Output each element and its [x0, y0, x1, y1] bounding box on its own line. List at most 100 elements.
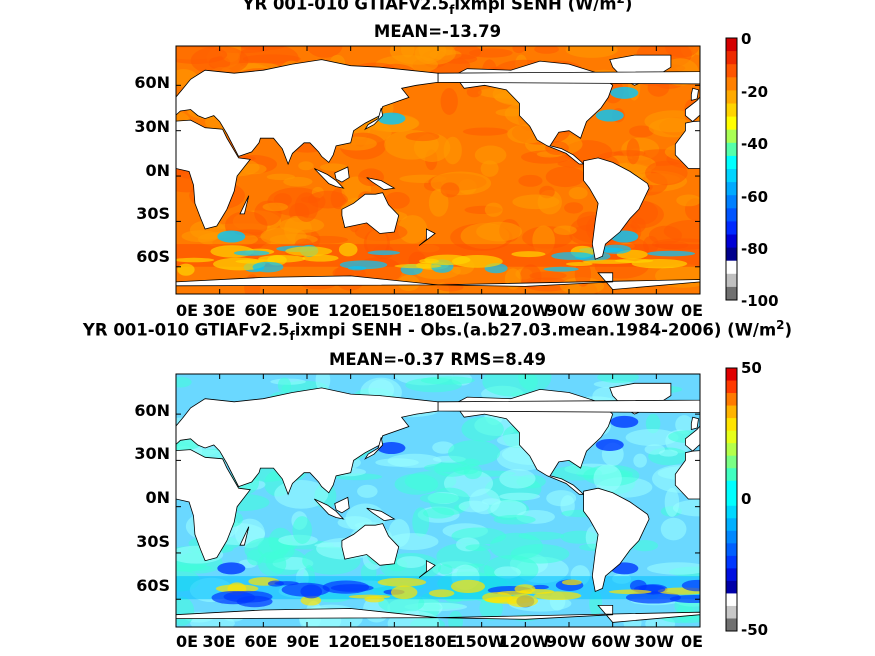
colorbar-segment — [726, 38, 737, 52]
contour-patch — [553, 225, 577, 235]
lon-tick: 0E — [680, 632, 704, 651]
colorbar-segment — [726, 480, 737, 494]
contour-patch — [629, 125, 654, 138]
lon-tick: 60W — [591, 301, 631, 320]
contour-patch — [665, 46, 699, 58]
lon-tick: 150E — [369, 301, 415, 320]
contour-patch — [482, 374, 538, 397]
contour-patch — [246, 549, 264, 566]
contour-patch — [339, 260, 388, 270]
colorbar-tick: -40 — [741, 135, 769, 153]
contour-patch — [676, 194, 700, 207]
colorbar-segment — [726, 234, 737, 248]
colorbar-tick: -80 — [741, 240, 769, 258]
lon-tick: 90E — [286, 632, 320, 651]
contour-patch — [529, 271, 567, 280]
colorbar-segment — [726, 116, 737, 131]
colorbar-segment — [726, 182, 737, 196]
contour-patch — [348, 594, 391, 599]
colorbar-segment — [726, 221, 737, 235]
contour-patch — [551, 251, 593, 260]
lon-tick: 30W — [634, 632, 674, 651]
contour-patch — [176, 596, 195, 626]
continent — [583, 487, 650, 593]
contour-patch — [476, 221, 523, 242]
lon-tick: 0E — [680, 301, 704, 320]
lon-tick: 0E — [175, 632, 199, 651]
contour-patch — [213, 257, 266, 271]
contour-patch — [285, 246, 333, 257]
colorbar-segment — [726, 568, 737, 582]
contour-patch — [565, 46, 618, 58]
contour-patch — [394, 473, 439, 495]
contour-patch — [511, 251, 546, 258]
contour-patch — [506, 594, 539, 608]
colorbar-segment — [726, 273, 737, 288]
colorbar-segment — [726, 605, 737, 619]
continent — [451, 60, 614, 165]
continent — [176, 387, 439, 496]
contour-patch — [190, 46, 249, 76]
contour-patch — [631, 540, 659, 552]
continent — [451, 388, 614, 495]
contour-patch — [274, 581, 299, 586]
colorbar-tick: -20 — [741, 83, 769, 101]
contour-patch — [283, 176, 313, 187]
colorbar-tick: 0 — [741, 490, 752, 508]
contour-patch — [561, 579, 582, 586]
contour-patch — [647, 250, 696, 257]
colorbar-segment — [726, 260, 737, 275]
contour-patch — [367, 250, 401, 256]
colorbar-segment — [726, 530, 737, 544]
colorbar-tick: -100 — [741, 292, 779, 310]
contour-patch — [397, 215, 428, 244]
contour-patch — [307, 46, 343, 58]
lon-tick: 120E — [327, 301, 373, 320]
current-accent — [217, 562, 246, 575]
contour-patch — [597, 374, 640, 383]
colorbar-segment — [726, 77, 737, 91]
contour-patch — [568, 187, 588, 200]
colorbar-segment — [726, 169, 737, 183]
colorbar-segment — [726, 368, 737, 381]
current-accent — [610, 86, 639, 99]
continent — [341, 192, 400, 234]
lon-tick: 120E — [327, 632, 373, 651]
panel2-subtitle: MEAN=-0.37 RMS=8.49 — [329, 350, 546, 369]
continent — [176, 449, 251, 562]
lon-tick: 90E — [286, 301, 320, 320]
colorbar-tick: 0 — [741, 30, 752, 48]
current-accent — [595, 109, 624, 122]
contour-patch — [518, 531, 565, 541]
colorbar-segment — [726, 142, 737, 157]
continent — [176, 275, 439, 294]
contour-patch — [262, 202, 289, 212]
contour-patch — [430, 171, 492, 196]
contour-patch — [593, 464, 622, 493]
lon-tick: 0E — [175, 301, 199, 320]
contour-patch — [260, 227, 307, 246]
contour-patch — [337, 516, 372, 530]
current-accent — [610, 415, 639, 428]
contour-patch — [672, 499, 700, 517]
contour-patch — [518, 174, 543, 187]
current-accent — [217, 230, 246, 243]
colorbar-segment — [726, 405, 737, 419]
lat-tick: 60N — [134, 401, 170, 420]
contour-patch — [512, 194, 560, 210]
lon-tick: 60W — [591, 632, 631, 651]
contour-patch — [645, 413, 661, 434]
continent — [690, 416, 699, 431]
contour-patch — [448, 440, 501, 466]
contour-patch — [319, 163, 348, 171]
lat-tick: 0N — [145, 488, 170, 507]
colorbar-segment — [726, 129, 737, 144]
colorbar-segment — [726, 455, 737, 469]
contour-patch — [176, 376, 192, 388]
contour-patch — [484, 202, 503, 217]
continent — [314, 498, 345, 520]
colorbar-segment — [726, 543, 737, 557]
continent — [334, 166, 350, 183]
contour-patch — [469, 488, 501, 515]
lat-tick: 30N — [134, 117, 170, 136]
